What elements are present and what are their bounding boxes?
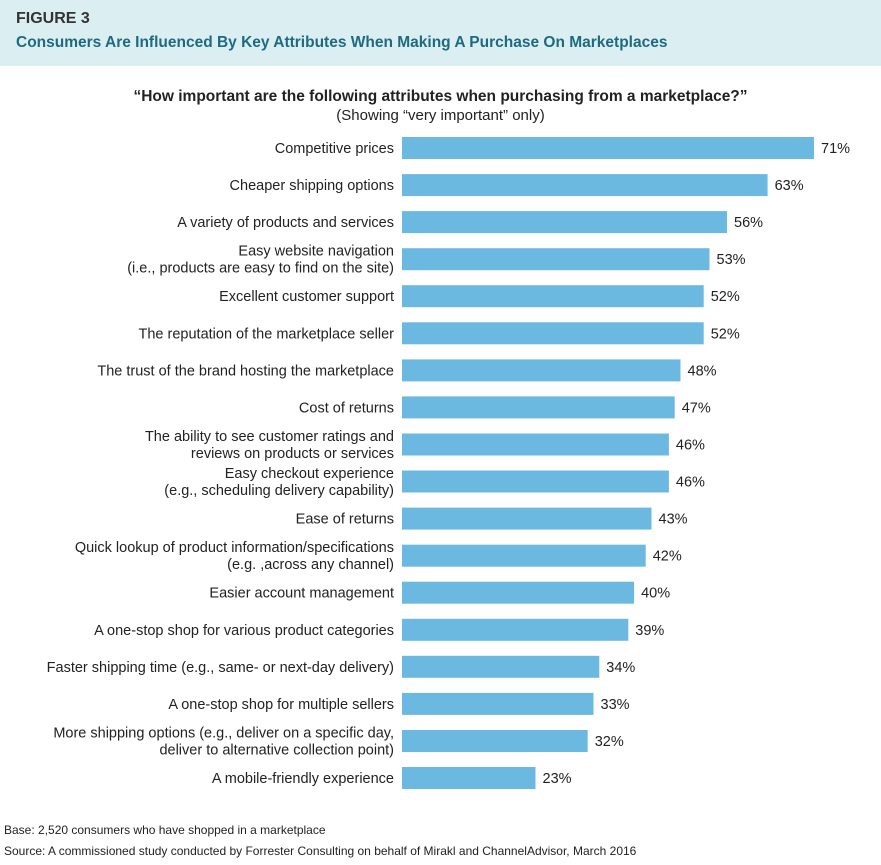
value-label: 33%	[601, 697, 630, 713]
value-label: 52%	[711, 326, 740, 342]
category-label: Faster shipping time (e.g., same- or nex…	[47, 660, 394, 676]
bar	[402, 137, 814, 159]
bar	[402, 730, 588, 752]
category-label: Competitive prices	[275, 141, 394, 157]
category-label: Easier account management	[209, 586, 394, 602]
category-label: Ease of returns	[296, 512, 394, 528]
value-label: 53%	[717, 252, 746, 268]
value-label: 56%	[734, 215, 763, 231]
bar	[402, 211, 727, 234]
value-label: 46%	[676, 475, 705, 491]
category-label: Easy checkout experience	[225, 466, 394, 482]
category-label: (e.g. ,across any channel)	[227, 557, 394, 573]
value-label: 63%	[775, 178, 804, 194]
bar	[402, 248, 710, 271]
category-label: (e.g., scheduling delivery capability)	[164, 483, 394, 499]
value-label: 40%	[641, 586, 670, 602]
bar	[402, 618, 629, 641]
category-label: Cheaper shipping options	[230, 178, 394, 194]
category-label: deliver to alternative collection point)	[159, 743, 394, 759]
chart-title: “How important are the following attribu…	[133, 88, 748, 105]
figure-header: FIGURE 3 Consumers Are Influenced By Key…	[0, 0, 881, 66]
category-label: The trust of the brand hosting the marke…	[97, 363, 394, 379]
value-label: 42%	[653, 549, 682, 565]
category-label: A mobile-friendly experience	[212, 771, 394, 787]
bar	[402, 581, 635, 604]
bar	[402, 359, 681, 382]
value-label: 48%	[688, 363, 717, 379]
bar	[402, 396, 675, 419]
bar	[402, 322, 704, 345]
bar	[402, 767, 536, 789]
figure-label: FIGURE 3	[16, 10, 90, 27]
category-label: Easy website navigation	[238, 244, 394, 260]
bar	[402, 470, 669, 493]
value-label: 32%	[595, 734, 624, 750]
bar	[402, 174, 768, 197]
bar-chart: 71% Competitive prices 63% Cheaper shipping…	[47, 137, 850, 789]
value-label: 47%	[682, 400, 711, 416]
bar	[402, 544, 646, 567]
value-label: 46%	[676, 438, 705, 454]
value-label: 23%	[543, 771, 572, 787]
category-label: Quick lookup of product information/spec…	[75, 540, 394, 556]
category-label: reviews on products or services	[191, 446, 394, 462]
category-label: Excellent customer support	[219, 289, 394, 305]
category-label: A one-stop shop for multiple sellers	[168, 697, 394, 713]
value-label: 71%	[821, 141, 850, 157]
category-label: Cost of returns	[299, 400, 394, 416]
footer-source: Source: A commissioned study conducted b…	[4, 844, 637, 858]
value-label: 52%	[711, 289, 740, 305]
value-label: 34%	[606, 660, 635, 676]
value-label: 43%	[659, 512, 688, 528]
category-label: A variety of products and services	[177, 215, 394, 231]
bar	[402, 433, 669, 456]
category-label: (i.e., products are easy to find on the …	[127, 261, 394, 277]
value-label: 39%	[635, 623, 664, 639]
category-label: A one-stop shop for various product cate…	[94, 623, 394, 639]
category-label: More shipping options (e.g., deliver on …	[53, 726, 394, 742]
chart-subtitle: (Showing “very important” only)	[336, 107, 545, 124]
bar	[402, 692, 594, 715]
category-label: The ability to see customer ratings and	[145, 429, 394, 445]
figure-title: Consumers Are Influenced By Key Attribut…	[16, 34, 668, 51]
bar	[402, 655, 600, 678]
category-label: The reputation of the marketplace seller	[139, 326, 395, 342]
bar	[402, 507, 652, 530]
bar	[402, 285, 704, 308]
footer-base: Base: 2,520 consumers who have shopped i…	[4, 823, 326, 837]
